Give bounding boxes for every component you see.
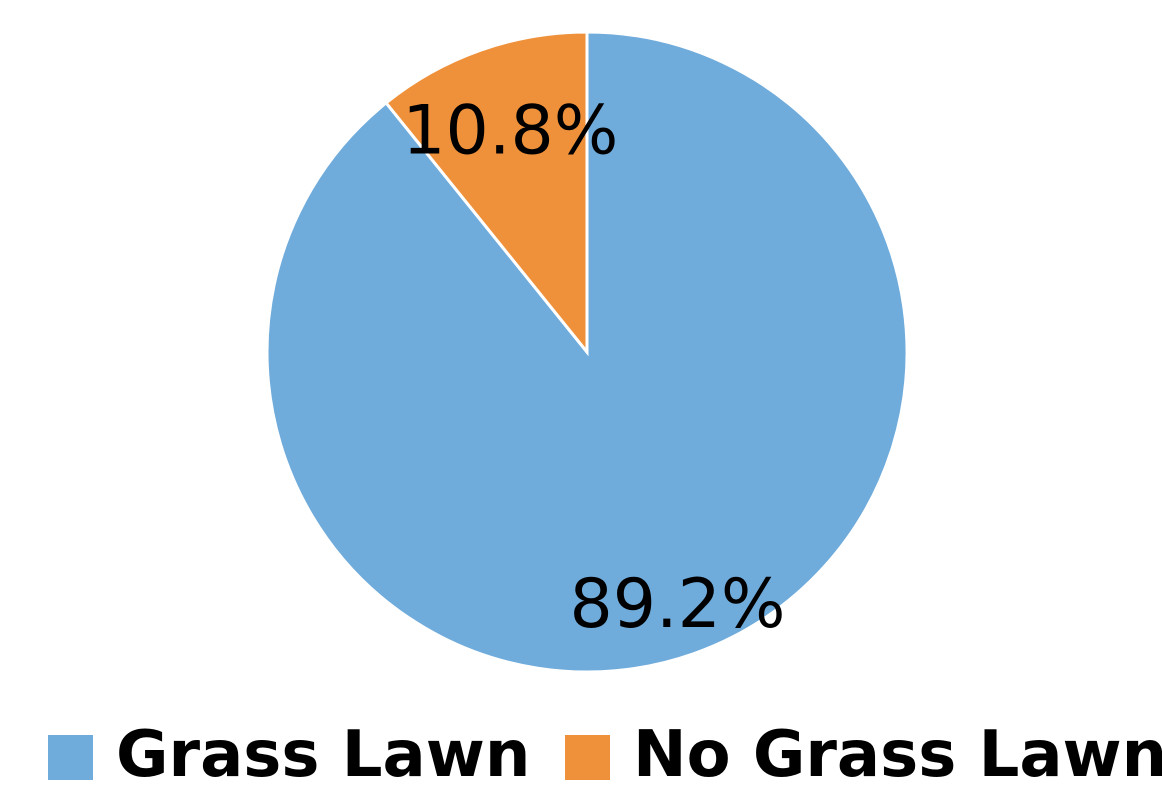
pie-data-labels: 89.2% 10.8%	[402, 91, 785, 644]
pie-slices	[265, 30, 909, 674]
legend-swatch-no-grass-lawn	[565, 735, 610, 780]
pie-slice-no-grass-lawn	[384, 30, 589, 357]
legend-swatch-grass-lawn	[48, 735, 93, 780]
data-label-grass-lawn: 89.2%	[570, 565, 786, 644]
data-label-no-grass-lawn: 10.8%	[402, 91, 618, 170]
legend-label-grass-lawn: Grass Lawn	[116, 718, 531, 792]
legend: Grass Lawn No Grass Lawn	[0, 715, 1162, 795]
legend-label-no-grass-lawn: No Grass Lawn	[633, 718, 1162, 792]
